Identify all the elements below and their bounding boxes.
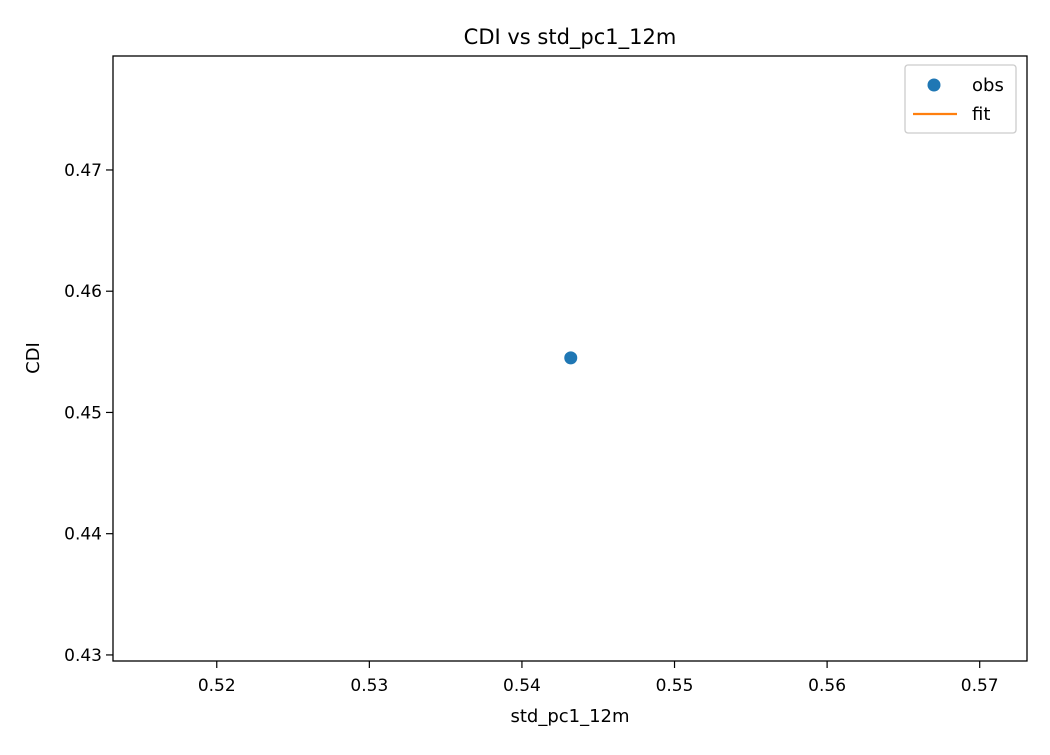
x-axis-ticks: 0.52 0.53 0.54 0.55 0.56 0.57	[198, 661, 999, 696]
chart-title: CDI vs std_pc1_12m	[464, 25, 677, 50]
y-tick-label: 0.47	[64, 161, 102, 181]
y-tick-label: 0.43	[64, 646, 102, 666]
legend-obs-label: obs	[972, 75, 1004, 96]
legend-fit-label: fit	[972, 104, 990, 125]
x-tick-label: 0.57	[961, 676, 999, 696]
x-tick-label: 0.53	[350, 676, 388, 696]
y-axis-label: CDI	[23, 342, 44, 374]
plot-frame	[112, 55, 1028, 662]
data-marks	[564, 351, 578, 365]
y-tick-label: 0.46	[64, 282, 102, 302]
x-tick-label: 0.55	[656, 676, 694, 696]
x-axis-label: std_pc1_12m	[510, 706, 629, 727]
y-axis-ticks: 0.43 0.44 0.45 0.46 0.47	[64, 161, 113, 666]
x-tick-label: 0.52	[198, 676, 236, 696]
x-tick-label: 0.54	[503, 676, 541, 696]
scatter-point-obs	[564, 351, 578, 365]
legend: obs fit	[904, 64, 1017, 134]
y-tick-label: 0.45	[64, 403, 102, 423]
y-tick-label: 0.44	[64, 525, 102, 545]
x-tick-label: 0.56	[808, 676, 846, 696]
legend-obs-marker	[927, 78, 941, 92]
